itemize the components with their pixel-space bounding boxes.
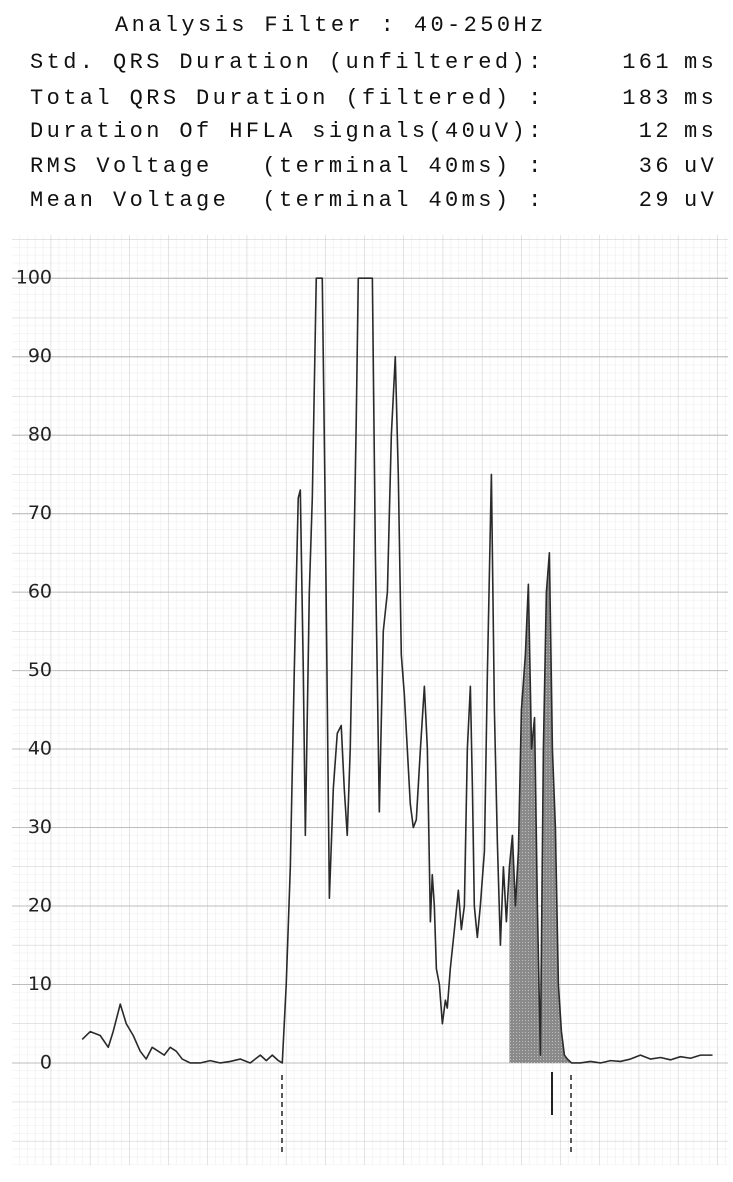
stat-unit: uV [684, 154, 717, 179]
stat-unit: uV [684, 188, 717, 213]
y-tick-label: 30 [28, 816, 52, 838]
stat-value: 36 [639, 154, 672, 179]
stat-value: 29 [639, 188, 672, 213]
stat-label: Mean Voltage (terminal 40ms) : [30, 188, 545, 213]
y-tick-label: 40 [28, 738, 52, 760]
plot: 0 10 20 30 40 50 60 70 80 90 100 [12, 267, 728, 1073]
stat-label: Duration Of HFLA signals(40uV): [30, 119, 545, 144]
stat-label: RMS Voltage (terminal 40ms) : [30, 154, 545, 179]
stat-unit: ms [684, 119, 717, 144]
y-tick-label: 80 [28, 424, 52, 446]
stat-value: 161 [622, 50, 672, 75]
y-tick-label: 0 [40, 1051, 52, 1073]
y-tick-label: 60 [28, 581, 52, 603]
stat-label: Total QRS Duration (filtered) : [30, 86, 545, 111]
stat-label: Std. QRS Duration (unfiltered): [30, 50, 545, 75]
y-tick-label: 70 [28, 502, 52, 524]
signal-line [81, 277, 713, 1064]
y-tick-label: 100 [16, 267, 52, 289]
y-tick-label: 50 [28, 659, 52, 681]
stat-value: 183 [622, 86, 672, 111]
y-tick-label: 10 [28, 973, 52, 995]
header-rows: Std. QRS Duration (unfiltered): 161 ms Tota… [30, 50, 717, 213]
filter-title: Analysis Filter : 40-250Hz [115, 13, 547, 38]
graph-paper [12, 235, 728, 1165]
stat-unit: ms [684, 50, 717, 75]
y-tick-label: 20 [28, 895, 52, 917]
terminal-area [509, 552, 572, 1063]
y-tick-label: 90 [28, 345, 52, 367]
stat-unit: ms [684, 86, 717, 111]
stat-value: 12 [639, 119, 672, 144]
